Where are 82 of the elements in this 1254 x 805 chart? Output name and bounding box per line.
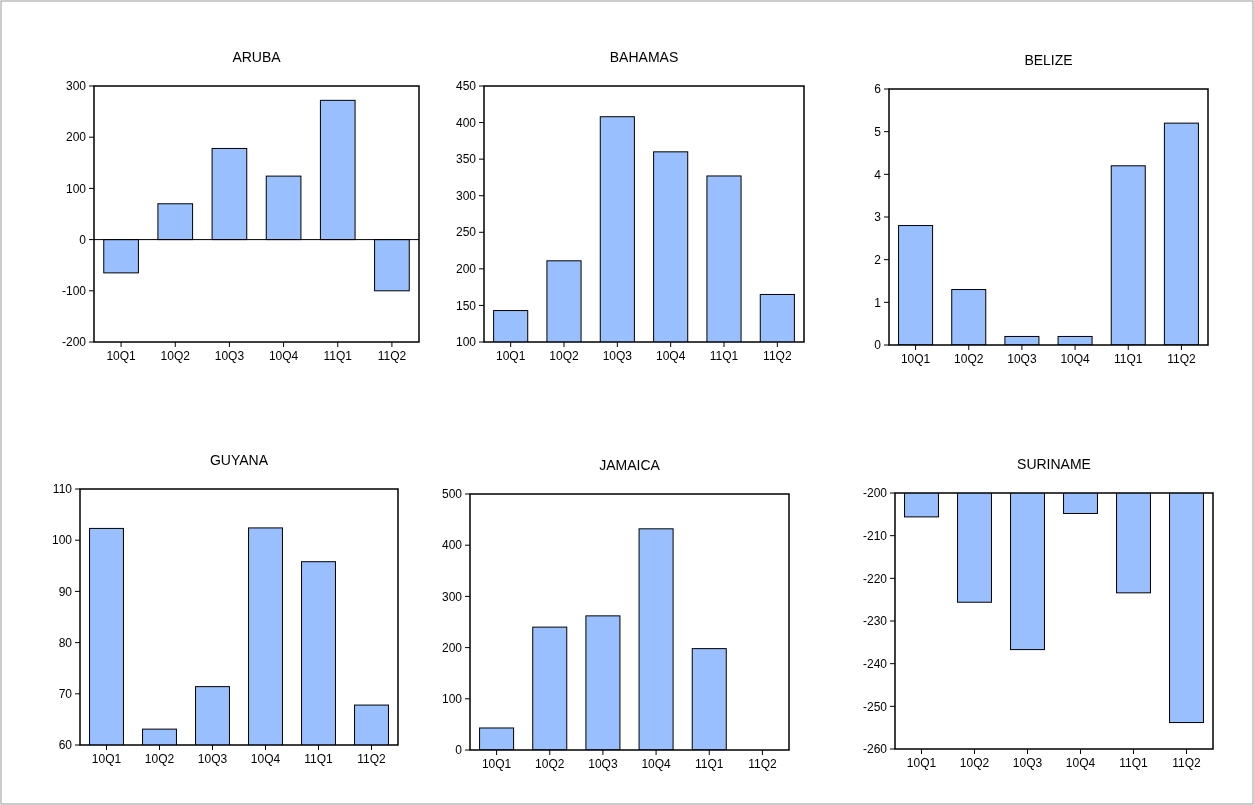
y-tick-label: 250: [455, 225, 477, 240]
y-tick-label: 1: [874, 295, 882, 310]
y-tick-label: 100: [441, 692, 463, 706]
y-tick-label: 60: [58, 738, 73, 753]
chart-title: SURINAME: [1017, 456, 1091, 472]
x-tick-label: 10Q3: [602, 349, 633, 363]
y-tick-label: -210: [862, 528, 888, 543]
x-tick-label: 10Q2: [954, 352, 984, 366]
x-tick-label: 11Q2: [748, 757, 777, 771]
x-tick-label: 11Q2: [377, 349, 407, 363]
chart-title: ARUBA: [232, 49, 282, 65]
x-tick-label: 10Q1: [906, 756, 937, 770]
y-tick-label: -260: [862, 742, 888, 757]
x-tick-label: 10Q1: [900, 352, 931, 366]
x-tick-label: 10Q3: [1007, 352, 1037, 366]
y-tick-label: 300: [441, 589, 463, 604]
y-tick-label: 300: [65, 79, 87, 94]
x-tick-label: 10Q1: [106, 349, 137, 363]
y-tick-label: -250: [862, 699, 888, 714]
y-tick-label: 80: [58, 635, 73, 650]
x-tick-label: 10Q3: [197, 752, 228, 766]
y-tick-label: 500: [441, 487, 463, 502]
x-tick-label: 10Q2: [144, 752, 175, 766]
y-tick-label: 70: [58, 687, 73, 701]
y-tick-label: 200: [65, 130, 87, 145]
y-tick-label: 6: [874, 82, 882, 97]
x-tick-label: 11Q2: [357, 752, 387, 766]
y-tick-label: 100: [65, 181, 87, 196]
y-tick-label: -200: [862, 486, 888, 501]
y-tick-label: 400: [441, 538, 463, 553]
x-tick-label: 10Q4: [250, 752, 281, 766]
x-tick-label: 11Q1: [304, 752, 334, 766]
x-tick-label: 10Q1: [91, 752, 122, 766]
chart-title: BELIZE: [1024, 52, 1073, 68]
x-tick-label: 11Q1: [695, 757, 724, 771]
x-tick-label: 10Q2: [160, 349, 191, 363]
x-tick-label: 11Q2: [763, 349, 792, 363]
x-tick-label: 10Q4: [1060, 352, 1091, 366]
x-tick-label: 10Q1: [481, 757, 512, 771]
y-tick-label: 2: [874, 252, 882, 267]
x-tick-label: 11Q2: [1172, 756, 1202, 770]
y-tick-label: 300: [455, 188, 477, 203]
y-tick-label: -200: [61, 335, 87, 350]
x-tick-label: 10Q3: [1012, 756, 1043, 770]
y-tick-label: 5: [874, 124, 882, 139]
y-tick-label: 200: [455, 262, 477, 277]
y-tick-label: 400: [455, 115, 477, 130]
x-tick-label: 10Q4: [268, 349, 299, 363]
y-tick-label: -240: [862, 656, 888, 671]
y-tick-label: 3: [874, 210, 882, 225]
x-tick-label: 10Q4: [641, 757, 672, 771]
x-tick-label: 11Q1: [323, 349, 353, 363]
x-tick-label: 11Q1: [1114, 352, 1143, 366]
y-tick-label: -220: [862, 571, 888, 586]
y-tick-label: 200: [441, 640, 463, 655]
x-tick-label: 11Q1: [1119, 756, 1149, 770]
y-tick-label: 90: [58, 584, 73, 599]
y-tick-label: 450: [455, 79, 477, 94]
x-tick-label: 10Q2: [549, 349, 579, 363]
x-tick-label: 10Q3: [588, 757, 618, 771]
y-tick-label: 100: [455, 335, 477, 350]
chart-title: JAMAICA: [599, 457, 661, 473]
y-tick-label: 100: [51, 533, 73, 548]
x-tick-label: 10Q2: [535, 757, 565, 771]
y-tick-label: 110: [52, 482, 73, 497]
y-tick-label: 0: [79, 232, 87, 247]
y-tick-label: 0: [874, 338, 882, 353]
y-tick-label: 4: [874, 167, 882, 182]
x-tick-label: 11Q2: [1167, 352, 1196, 366]
y-tick-label: 0: [455, 743, 463, 758]
x-tick-label: 11Q1: [709, 349, 739, 363]
x-tick-label: 10Q4: [655, 349, 686, 363]
y-tick-label: -230: [862, 614, 888, 629]
x-tick-label: 10Q1: [495, 349, 526, 363]
x-tick-label: 10Q3: [214, 349, 245, 363]
x-tick-label: 10Q2: [959, 756, 990, 770]
y-tick-label: 150: [455, 298, 477, 313]
chart-title: GUYANA: [209, 452, 269, 468]
chart-title: BAHAMAS: [609, 49, 679, 65]
y-tick-label: 350: [455, 152, 477, 167]
y-tick-label: -100: [61, 284, 87, 298]
x-tick-label: 10Q4: [1065, 756, 1096, 770]
